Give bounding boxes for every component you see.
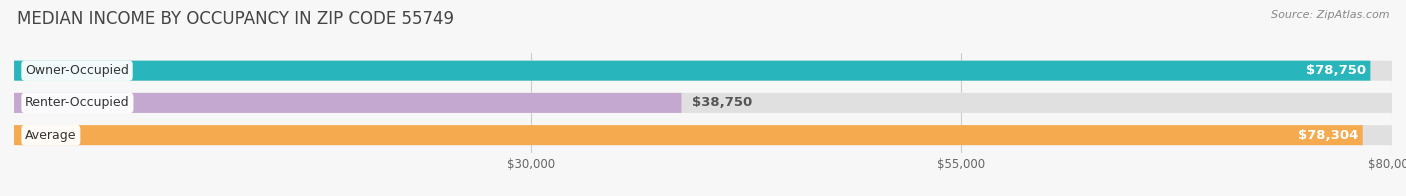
Text: Source: ZipAtlas.com: Source: ZipAtlas.com	[1271, 10, 1389, 20]
Text: Owner-Occupied: Owner-Occupied	[25, 64, 129, 77]
FancyBboxPatch shape	[14, 93, 682, 113]
FancyBboxPatch shape	[14, 125, 1362, 145]
Text: $78,750: $78,750	[1306, 64, 1367, 77]
Text: Renter-Occupied: Renter-Occupied	[25, 96, 129, 109]
Text: MEDIAN INCOME BY OCCUPANCY IN ZIP CODE 55749: MEDIAN INCOME BY OCCUPANCY IN ZIP CODE 5…	[17, 10, 454, 28]
FancyBboxPatch shape	[14, 125, 1392, 145]
Text: $38,750: $38,750	[693, 96, 752, 109]
FancyBboxPatch shape	[14, 61, 1392, 81]
Text: Average: Average	[25, 129, 76, 142]
FancyBboxPatch shape	[14, 61, 1371, 81]
Text: $78,304: $78,304	[1298, 129, 1358, 142]
FancyBboxPatch shape	[14, 93, 1392, 113]
